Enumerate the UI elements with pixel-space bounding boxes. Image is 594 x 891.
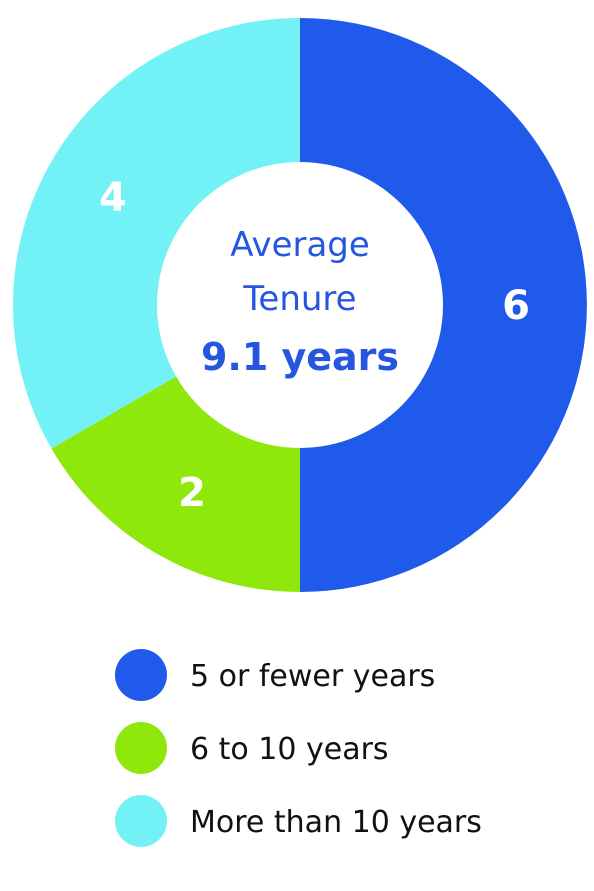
center-label-average: Average [230,225,370,265]
center-average-value: 9.1 years [201,335,399,379]
slice-label-more-than-10-years: 4 [99,175,127,221]
slice-label-5-or-fewer-years: 6 [502,283,530,329]
legend-swatch-6-to-10-years [115,722,167,774]
center-text: Average Tenure 9.1 years [201,225,399,379]
legend: 5 or fewer years 6 to 10 years More than 1… [115,649,482,847]
legend-label-more-than-10-years: More than 10 years [190,805,482,840]
legend-swatch-more-than-10-years [115,795,167,847]
legend-swatch-5-or-fewer-years [115,649,167,701]
slice-labels: 6 2 4 [99,175,530,516]
slice-5-or-fewer-years [300,18,587,592]
center-label-tenure: Tenure [242,279,356,319]
legend-label-5-or-fewer-years: 5 or fewer years [190,659,435,694]
legend-label-6-to-10-years: 6 to 10 years [190,732,389,767]
donut-hole [157,162,443,448]
slice-label-6-to-10-years: 2 [178,470,206,516]
